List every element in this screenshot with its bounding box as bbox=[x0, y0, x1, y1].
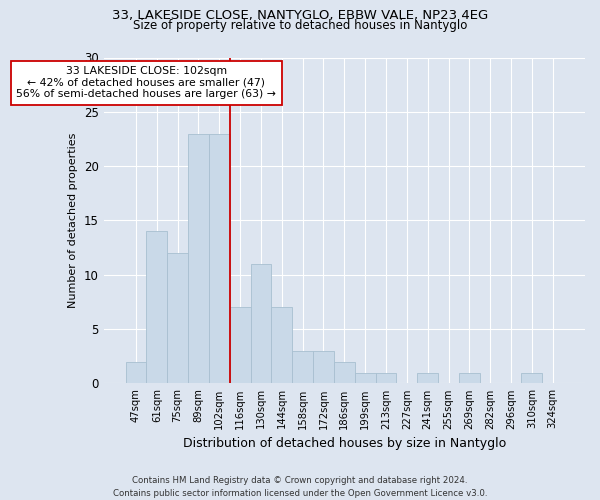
Bar bbox=[230, 308, 251, 384]
X-axis label: Distribution of detached houses by size in Nantyglo: Distribution of detached houses by size … bbox=[183, 437, 506, 450]
Bar bbox=[459, 372, 480, 384]
Text: Contains HM Land Registry data © Crown copyright and database right 2024.
Contai: Contains HM Land Registry data © Crown c… bbox=[113, 476, 487, 498]
Bar bbox=[167, 253, 188, 384]
Bar bbox=[146, 232, 167, 384]
Bar bbox=[188, 134, 209, 384]
Bar bbox=[271, 308, 292, 384]
Bar bbox=[313, 351, 334, 384]
Text: 33 LAKESIDE CLOSE: 102sqm
← 42% of detached houses are smaller (47)
56% of semi-: 33 LAKESIDE CLOSE: 102sqm ← 42% of detac… bbox=[16, 66, 277, 100]
Y-axis label: Number of detached properties: Number of detached properties bbox=[68, 133, 79, 308]
Bar bbox=[355, 372, 376, 384]
Bar bbox=[417, 372, 438, 384]
Bar bbox=[125, 362, 146, 384]
Bar bbox=[251, 264, 271, 384]
Text: Size of property relative to detached houses in Nantyglo: Size of property relative to detached ho… bbox=[133, 18, 467, 32]
Text: 33, LAKESIDE CLOSE, NANTYGLO, EBBW VALE, NP23 4EG: 33, LAKESIDE CLOSE, NANTYGLO, EBBW VALE,… bbox=[112, 9, 488, 22]
Bar bbox=[334, 362, 355, 384]
Bar bbox=[376, 372, 397, 384]
Bar bbox=[521, 372, 542, 384]
Bar bbox=[209, 134, 230, 384]
Bar bbox=[292, 351, 313, 384]
